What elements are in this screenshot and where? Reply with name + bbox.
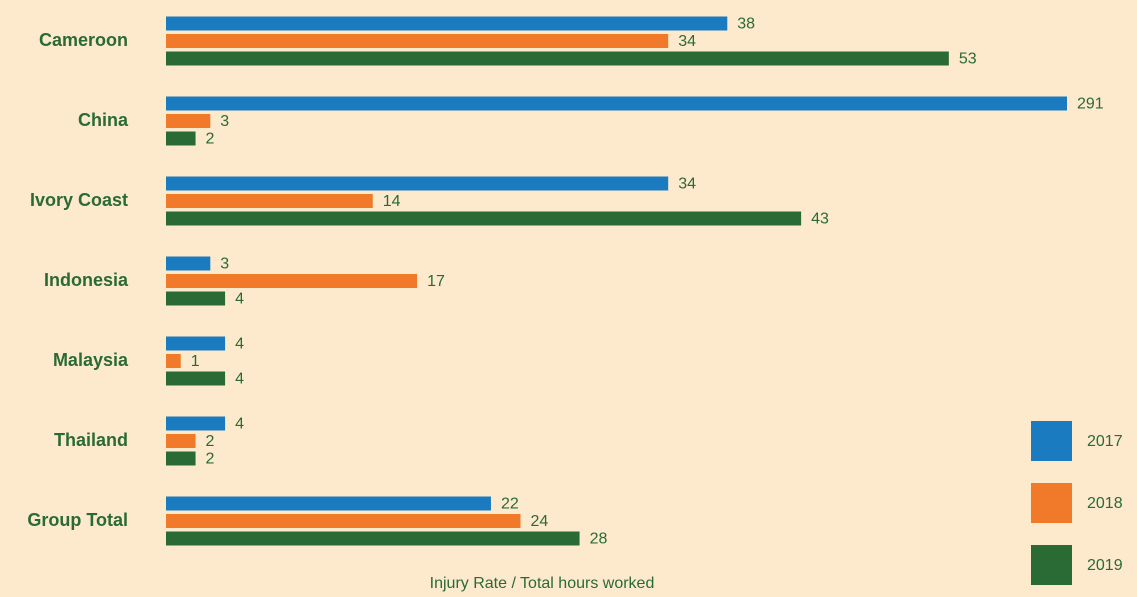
- category-label: Cameroon: [39, 30, 128, 50]
- value-label: 4: [235, 336, 244, 353]
- category-label: Indonesia: [44, 270, 129, 290]
- value-label: 1: [191, 353, 200, 370]
- bar: [166, 16, 728, 31]
- bar: [166, 194, 373, 208]
- legend-swatch: [1031, 421, 1072, 461]
- category-label: Group Total: [27, 510, 128, 530]
- bar: [166, 416, 226, 431]
- value-label: 2: [206, 131, 215, 148]
- legend-label: 2018: [1087, 495, 1123, 512]
- value-label: 28: [590, 531, 608, 548]
- category-label: Thailand: [54, 430, 128, 450]
- bar: [166, 51, 949, 66]
- bar: [166, 371, 226, 386]
- legend-swatch: [1031, 483, 1072, 523]
- bar: [166, 336, 226, 351]
- bar: [166, 354, 181, 368]
- bar: [166, 34, 669, 48]
- bar: [166, 274, 418, 288]
- value-label: 38: [737, 16, 755, 33]
- bar: [166, 211, 802, 226]
- value-label: 291: [1077, 96, 1104, 113]
- bar: [166, 96, 1067, 111]
- legend-label: 2019: [1087, 557, 1123, 574]
- value-label: 2: [206, 433, 215, 450]
- x-axis-label: Injury Rate / Total hours worked: [430, 575, 655, 592]
- value-label: 34: [678, 176, 696, 193]
- value-label: 24: [530, 513, 548, 530]
- value-label: 43: [811, 211, 829, 228]
- legend-label: 2017: [1087, 433, 1123, 450]
- value-label: 14: [383, 193, 401, 210]
- bar: [166, 114, 211, 128]
- legend-swatch: [1031, 545, 1072, 585]
- value-label: 4: [235, 371, 244, 388]
- value-label: 53: [959, 51, 977, 68]
- value-label: 17: [427, 273, 445, 290]
- bar: [166, 131, 196, 146]
- bar: [166, 291, 226, 306]
- category-label: Ivory Coast: [30, 190, 128, 210]
- bar: [166, 531, 580, 546]
- plot-area: [166, 16, 1067, 546]
- bar: [166, 256, 211, 271]
- value-label: 22: [501, 496, 519, 513]
- bar: [166, 176, 669, 191]
- value-label: 2: [206, 451, 215, 468]
- value-label: 4: [235, 416, 244, 433]
- bar: [166, 496, 491, 511]
- category-label: Malaysia: [53, 350, 129, 370]
- value-label: 4: [235, 291, 244, 308]
- value-label: 34: [678, 33, 696, 50]
- value-label: 3: [220, 256, 229, 273]
- bar: [166, 451, 196, 466]
- bar: [166, 434, 196, 448]
- category-label: China: [78, 110, 129, 130]
- value-label: 3: [220, 113, 229, 130]
- bar: [166, 514, 521, 528]
